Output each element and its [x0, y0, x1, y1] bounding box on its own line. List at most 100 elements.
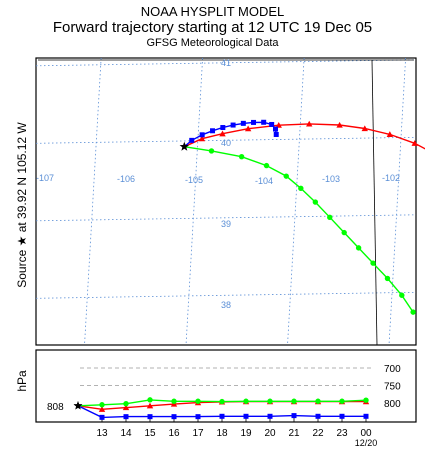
green-trajectory-point: [283, 173, 289, 179]
green-trajectory-line: [184, 146, 414, 313]
blue-profile-point: [363, 413, 369, 419]
longitude-line: [388, 57, 407, 346]
blue-trajectory-point: [240, 120, 246, 126]
longitude-line: [287, 57, 305, 346]
blue-trajectory-point: [220, 125, 226, 131]
state-border-east: [371, 59, 378, 346]
green-trajectory-point: [208, 148, 215, 154]
longitude-tick-label: -104: [255, 176, 273, 186]
red-profile-point: [122, 404, 130, 411]
green-trajectory-point: [399, 292, 405, 298]
blue-profile-point: [99, 414, 105, 420]
blue-trajectory-point: [273, 131, 279, 137]
latitude-line: [35, 136, 417, 144]
hour-tick-label: 21: [288, 428, 300, 439]
red-trajectory-point: [411, 140, 418, 146]
blue-trajectory-point: [189, 137, 195, 143]
hour-tick-label: 13: [96, 428, 108, 439]
blue-trajectory-point: [261, 119, 267, 125]
blue-profile-point: [339, 413, 345, 419]
green-trajectory-point: [263, 162, 270, 169]
red-trajectory-point: [198, 135, 206, 142]
green-trajectory-point: [312, 199, 319, 205]
green-profile-point: [171, 398, 177, 404]
red-trajectory-point: [306, 120, 313, 127]
blue-profile-point: [291, 413, 297, 419]
red-trajectory-line: [184, 123, 425, 150]
longitude-line: [185, 57, 204, 346]
hour-tick-label: 15: [144, 428, 156, 439]
green-trajectory-point: [370, 260, 376, 266]
start-pressure-label: 808: [47, 402, 64, 413]
hour-tick-label: 14: [120, 428, 132, 439]
latitude-line: [35, 59, 417, 67]
hour-tick-label: 00: [360, 428, 372, 439]
latitude-line: [35, 214, 417, 222]
green-profile-point: [315, 398, 321, 404]
red-trajectory-point: [275, 121, 282, 128]
blue-profile-point: [195, 414, 201, 420]
green-profile-point: [147, 397, 153, 403]
longitude-tick-label: -107: [36, 173, 54, 183]
longitude-line: [84, 57, 102, 346]
blue-trajectory-point: [199, 132, 205, 138]
blue-profile-point: [243, 413, 249, 419]
blue-profile-point: [315, 413, 321, 419]
title-line-3: GFSG Meteorological Data: [146, 37, 279, 49]
green-trajectory-point: [355, 245, 362, 251]
hour-tick-label: 23: [336, 428, 348, 439]
blue-profile-point: [123, 414, 129, 420]
red-trajectory-point: [244, 125, 252, 132]
red-trajectory-point: [336, 121, 343, 128]
green-profile-point: [195, 398, 201, 404]
green-trajectory-point: [298, 185, 304, 192]
red-trajectory-point: [386, 131, 394, 137]
red-profile-point: [146, 402, 154, 409]
green-trajectory-point: [341, 229, 347, 236]
latitude-tick-label: 40: [221, 138, 231, 148]
green-profile-point: [219, 398, 225, 405]
green-profile-point: [243, 398, 249, 404]
red-profile-point: [98, 406, 106, 412]
latitude-tick-label: 39: [221, 219, 231, 229]
green-trajectory-point: [327, 214, 333, 221]
latitude-tick-label: 41: [221, 58, 231, 68]
latitude-line: [35, 291, 417, 299]
latitude-tick-label: 38: [221, 300, 231, 310]
hour-tick-label: 16: [168, 428, 180, 439]
green-profile-point: [339, 398, 345, 404]
blue-trajectory-point: [230, 122, 236, 128]
blue-profile-point: [267, 413, 273, 419]
profile-frame: [35, 349, 417, 423]
green-profile-point: [123, 401, 129, 407]
hour-tick-label: 20: [264, 428, 276, 439]
green-trajectory-point: [238, 153, 245, 160]
blue-trajectory-point: [251, 119, 257, 125]
title-line-2: Forward trajectory starting at 12 UTC 19…: [52, 19, 373, 36]
blue-trajectory-point: [272, 126, 278, 132]
red-trajectory-point: [361, 125, 368, 132]
green-profile-point: [99, 402, 105, 408]
pressure-tick-label: 800: [384, 399, 401, 410]
hour-tick-label: 19: [240, 428, 252, 439]
pressure-tick-label: 750: [384, 382, 401, 393]
green-profile-point: [267, 398, 273, 404]
hour-tick-label: 22: [312, 428, 324, 439]
blue-profile-point: [219, 413, 225, 419]
hour-tick-label: 17: [192, 428, 204, 439]
green-trajectory-point: [410, 309, 416, 315]
hour-tick-label: 18: [216, 428, 228, 439]
pressure-tick-label: 700: [384, 364, 401, 375]
longitude-tick-label: -106: [117, 174, 135, 184]
blue-profile-point: [147, 414, 153, 420]
red-trajectory-point: [219, 130, 226, 137]
blue-trajectory-point: [269, 121, 275, 127]
map-frame: [35, 57, 417, 346]
green-profile-point: [363, 397, 369, 403]
profile-start-star: [73, 401, 83, 410]
green-profile-point: [291, 398, 297, 404]
date-sub-label: 12/20: [355, 438, 378, 448]
longitude-tick-label: -102: [382, 173, 400, 183]
source-star: [179, 141, 190, 151]
blue-profile-point: [171, 414, 177, 420]
